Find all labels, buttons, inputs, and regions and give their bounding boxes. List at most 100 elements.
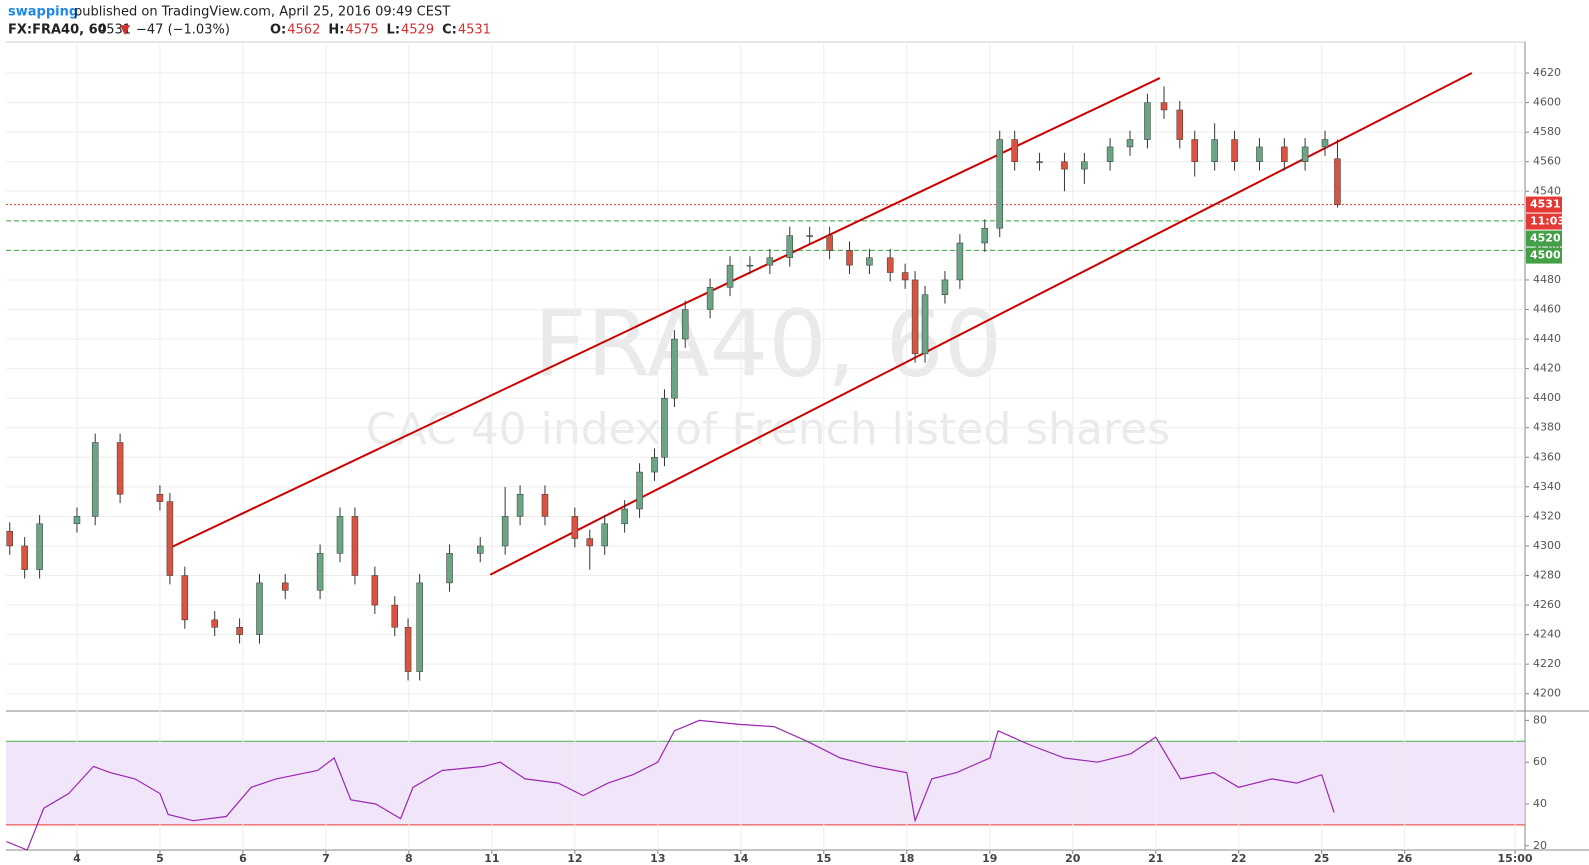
x-tick-label: 20: [1065, 852, 1081, 865]
candle-body: [336, 516, 344, 554]
x-tick-label: 6: [239, 852, 247, 865]
candle-body: [36, 523, 43, 570]
candle-body: [586, 538, 594, 547]
y-tick-label: 4620: [1533, 66, 1561, 79]
candle-body: [1231, 139, 1238, 162]
candle-body: [181, 575, 189, 621]
candle-body: [1191, 139, 1198, 162]
candle-body: [1061, 161, 1068, 170]
author[interactable]: swapping: [8, 5, 78, 20]
candle-body: [6, 530, 13, 547]
y-tick-label: 4340: [1533, 480, 1561, 493]
level-label-box: [1526, 196, 1562, 213]
ohlc-value: 4575: [345, 23, 378, 38]
ohlc-value: 4562: [287, 23, 320, 38]
candle-body: [601, 523, 608, 547]
x-tick-label: 4: [73, 852, 81, 865]
level-label: 4531: [1530, 198, 1561, 211]
candle-body: [901, 272, 909, 281]
ohlc-label: H:: [328, 23, 344, 38]
candle-body: [806, 235, 813, 237]
y-tick-label: 4220: [1533, 657, 1561, 670]
level-label: 4520: [1530, 232, 1561, 245]
candle-body: [73, 516, 81, 525]
countdown: 11:03: [1530, 215, 1565, 228]
candle-body: [236, 626, 243, 635]
y-tick-label: 4580: [1533, 125, 1561, 138]
candle-body: [661, 397, 668, 458]
y-tick-label: 60: [1533, 755, 1547, 768]
x-tick-label: 15:00: [1498, 852, 1533, 865]
y-tick-label: 4480: [1533, 273, 1561, 286]
candle-body: [256, 582, 263, 635]
rsi-line: [6, 719, 1335, 851]
ohlc-value: 4529: [401, 23, 434, 38]
candle-body: [501, 516, 509, 547]
candle-body: [156, 493, 164, 502]
candle-body: [1301, 146, 1309, 162]
candle-body: [91, 442, 99, 517]
candle-body: [21, 545, 28, 570]
candle-body: [621, 508, 628, 525]
candle-body: [1211, 139, 1218, 162]
candle-body: [446, 553, 453, 584]
candle-body: [1144, 102, 1151, 140]
candle-body: [826, 235, 833, 251]
symbol: FX:FRA40, 60: [8, 23, 107, 38]
candle-body: [1281, 146, 1288, 162]
ohlc-label: L:: [387, 23, 400, 38]
candle-body: [476, 545, 484, 554]
x-tick-label: 26: [1397, 852, 1413, 865]
x-tick-label: 21: [1148, 852, 1163, 865]
last: 4531: [98, 23, 131, 38]
candle-body: [416, 582, 423, 672]
x-tick-label: 25: [1314, 852, 1329, 865]
candle-body: [866, 257, 873, 266]
ohlc-label: O:: [270, 23, 286, 38]
candle-body: [211, 619, 218, 628]
y-tick-label: 4540: [1533, 184, 1561, 197]
candle-body: [766, 257, 774, 266]
candle-body: [651, 457, 658, 473]
y-tick-label: 4360: [1533, 450, 1561, 463]
candle-body: [786, 235, 794, 259]
x-tick-label: 22: [1231, 852, 1246, 865]
y-tick-label: 4440: [1533, 332, 1561, 345]
candle-body: [981, 227, 989, 244]
watermark-symbol: FRA40, 60: [534, 290, 1003, 397]
candle-body: [941, 279, 949, 295]
candle-body: [116, 442, 124, 495]
y-tick-label: 4420: [1533, 362, 1561, 375]
y-tick-label: 80: [1533, 713, 1547, 726]
candle-body: [391, 604, 399, 628]
candle-body: [911, 279, 919, 355]
y-tick-label: 4400: [1533, 391, 1561, 404]
candle-body: [706, 287, 714, 310]
candle-body: [166, 501, 174, 576]
rsi-band: [6, 741, 1525, 825]
x-tick-label: 15: [816, 852, 831, 865]
x-tick-label: 8: [405, 852, 413, 865]
down-arrow: ▼: [120, 23, 130, 38]
candle-body: [541, 493, 549, 517]
x-tick-label: 11: [484, 852, 499, 865]
y-tick-label: 40: [1533, 797, 1547, 810]
candle-body: [671, 338, 678, 399]
candle-body: [1334, 158, 1341, 205]
y-tick-label: 20: [1533, 839, 1547, 852]
candle-body: [1160, 102, 1168, 111]
y-tick-label: 4600: [1533, 96, 1561, 109]
trend-line: [169, 77, 1161, 549]
candle-body: [996, 139, 1003, 229]
candle-body: [681, 309, 689, 340]
candle-body: [371, 575, 379, 606]
y-tick-label: 4200: [1533, 687, 1561, 700]
y-tick-label: 4560: [1533, 155, 1561, 168]
x-tick-label: 14: [733, 852, 749, 865]
x-tick-label: 7: [322, 852, 330, 865]
x-tick-label: 18: [899, 852, 914, 865]
candle-body: [956, 242, 964, 281]
watermark-description: CAC 40 index of French listed shares: [366, 404, 1170, 455]
candle-body: [1106, 146, 1114, 162]
